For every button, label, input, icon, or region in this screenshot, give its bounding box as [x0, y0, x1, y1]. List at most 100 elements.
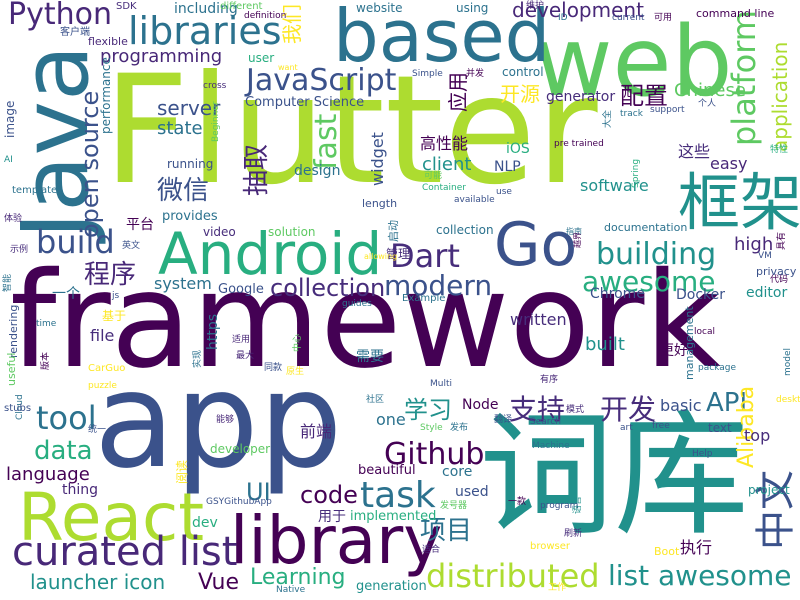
word-ios: iOS	[506, 141, 530, 157]
word-high: high	[734, 234, 774, 255]
word-moshi: 发布	[450, 423, 469, 433]
word-zhineng: 示例	[10, 245, 29, 255]
word-programming: programming	[100, 46, 223, 67]
word-fast: fast	[309, 113, 344, 170]
word-zhexie: 这些	[678, 142, 711, 161]
word-peizhi: 配置	[620, 82, 668, 110]
word-performance: image	[3, 100, 17, 138]
word-kaiyuan: 开源	[500, 82, 540, 106]
word-generation: implemented	[350, 509, 437, 524]
word-zuida: 中心	[293, 333, 303, 352]
word-yuedu: 有序	[540, 375, 559, 385]
word-weihu: definition	[244, 11, 287, 21]
word-thing: dev	[192, 515, 218, 531]
word-jiyu: 一个	[52, 286, 80, 302]
word-collection: collection	[270, 274, 386, 302]
word-rendering: performance	[99, 57, 113, 134]
word-art: Machine	[532, 441, 570, 451]
word-gsygithubapp: 一款	[508, 497, 527, 507]
word-python: Python	[8, 0, 112, 32]
word-browser: 适合	[422, 545, 441, 555]
word-machine: Search	[530, 417, 561, 427]
word-core: used	[455, 484, 489, 500]
word-shuaxin: browser	[530, 541, 571, 552]
word-tongyi: stubs	[4, 403, 32, 414]
word-free: art	[620, 423, 633, 433]
word-user: control	[502, 65, 544, 79]
word-cloud: 社区	[366, 395, 385, 405]
word-modern: modern	[384, 269, 493, 302]
word-flutter: Flutter	[103, 44, 598, 218]
word-fabu: Style	[420, 423, 443, 433]
word-running: provides	[162, 209, 218, 224]
word-libraries: libraries	[128, 9, 282, 53]
word-guides: js	[112, 291, 120, 301]
word-used: 管理	[386, 247, 411, 261]
word-carguo: 版本	[41, 351, 51, 370]
word-pingtai: 平台	[126, 217, 154, 233]
word-state: state	[157, 118, 203, 139]
word-fanyi: 模式	[566, 405, 585, 415]
word-nlp: NLP	[494, 159, 521, 175]
word-yige: file	[90, 326, 115, 345]
word-gaoxingneng: 高性能	[420, 134, 469, 153]
word-simple: want	[278, 63, 298, 72]
word-github: Github	[384, 437, 485, 472]
word-dev: core	[442, 464, 473, 480]
word-track: support	[650, 105, 685, 115]
word-kaifa: 开发	[600, 393, 657, 426]
word-android: Android	[158, 220, 383, 288]
word-list-awesome: list awesome	[608, 559, 792, 592]
word-keneng: pre trained	[554, 139, 604, 149]
word-easy: easy	[710, 154, 748, 173]
word-xuyao: 执行	[680, 538, 713, 557]
word-javascript: JavaScript	[246, 63, 397, 98]
word-sdk: 客户端	[60, 27, 90, 38]
word-docker: Docker	[676, 287, 726, 303]
word-built: built	[585, 334, 625, 355]
word-documentation: Example	[402, 293, 446, 304]
word-gongzuo: Boot	[654, 545, 680, 558]
word-guanli: 需要	[356, 349, 384, 365]
word-local: desktop	[776, 395, 800, 405]
word-fahaoqi: GSYGithubApp	[206, 497, 272, 507]
word-yuejie: 指南	[566, 227, 582, 236]
word-qianduan: 前端	[300, 422, 333, 441]
word-build: build	[36, 223, 115, 261]
word-genghao: 更好	[660, 343, 688, 359]
word-yingyong: 应用	[446, 72, 470, 112]
word-yuyan: program	[540, 501, 579, 511]
word-different: SDK	[116, 1, 137, 12]
word-developer: beautiful	[358, 463, 416, 478]
word-js: allowing	[364, 252, 398, 261]
word-basic: basic	[660, 396, 702, 415]
word-example: collection	[436, 223, 494, 237]
word-editor: editor	[746, 285, 788, 301]
word-vue: Vue	[198, 570, 240, 595]
word-current: ID	[558, 13, 568, 23]
word-women: 我们	[280, 4, 304, 44]
word-program: 发号器	[440, 501, 468, 511]
word-based: based	[333, 0, 551, 78]
word-image: command line	[696, 7, 775, 20]
word-daquan: 特性	[770, 145, 789, 155]
word-written: written	[510, 310, 567, 329]
word-model: local	[694, 327, 715, 337]
word-zhichi: 支持	[509, 393, 566, 426]
word-gongju: Beginner	[211, 101, 221, 142]
word-banben: 实现	[193, 349, 203, 368]
word-top: top	[744, 426, 771, 445]
word-zhinan: 代码	[770, 275, 789, 285]
word-distributed: distributed	[426, 557, 600, 595]
word-node: Node	[462, 397, 499, 413]
word-design: design	[294, 163, 341, 179]
word-application: application	[768, 41, 792, 152]
word-style: 能够	[216, 415, 235, 425]
word-texing: track	[620, 109, 643, 119]
word-xiangmu: 项目	[420, 516, 473, 546]
word-https: https	[205, 313, 221, 350]
word-flexible: template	[12, 185, 58, 196]
word-chouqu: 抽取	[242, 143, 272, 196]
word-boot: 刷新	[564, 529, 583, 539]
